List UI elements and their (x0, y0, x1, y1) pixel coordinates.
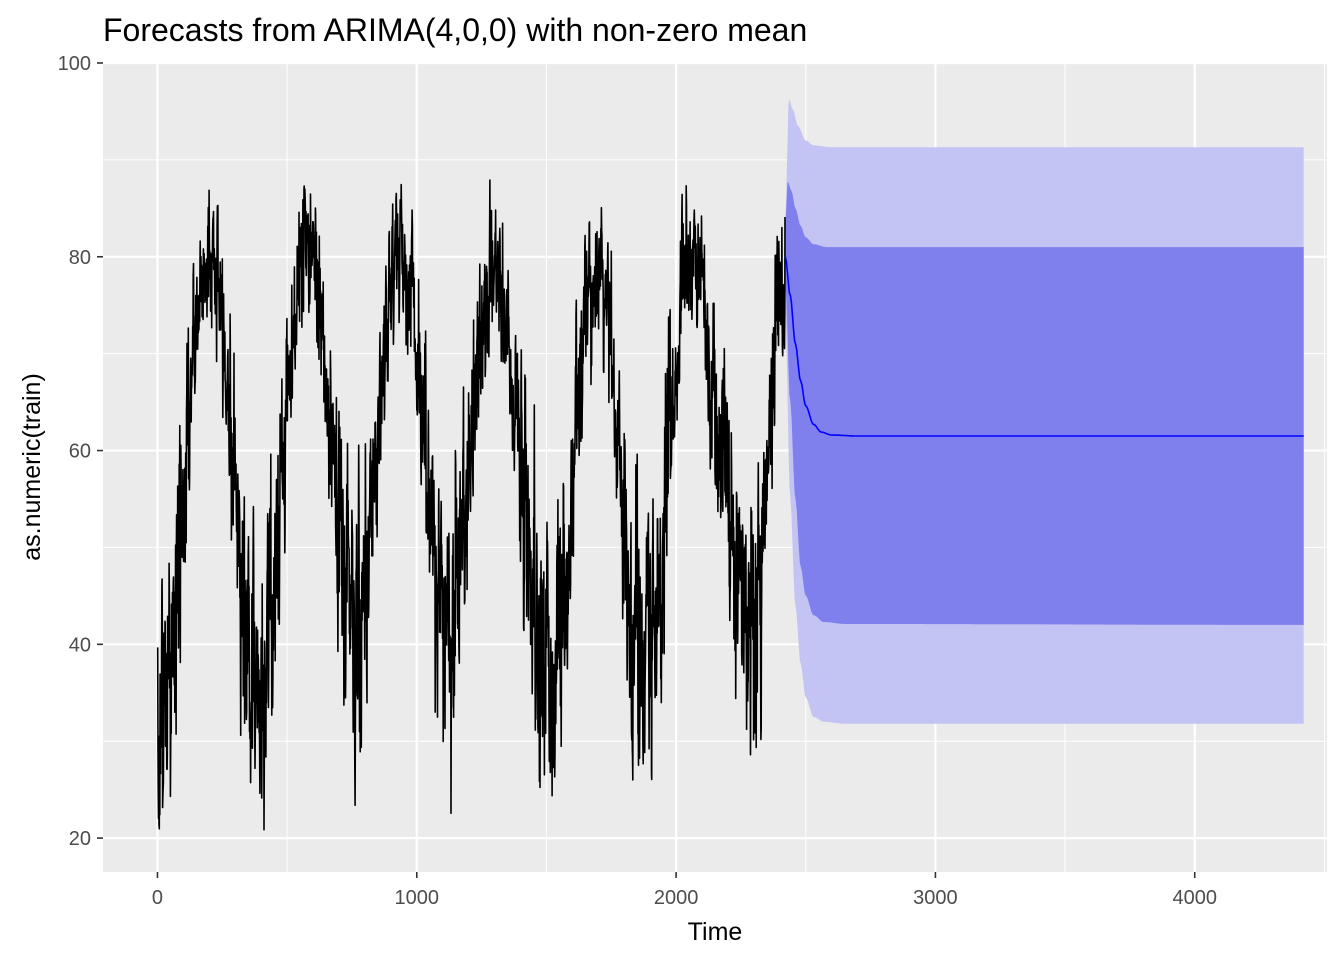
y-axis: 20 40 60 80 100 (58, 53, 103, 850)
forecast-mean-line (784, 256, 1304, 437)
x-tick-label: 0 (152, 887, 163, 909)
x-tick-label: 1000 (395, 887, 440, 909)
interval-80-band (785, 182, 1304, 625)
y-axis-title: as.numeric(train) (18, 373, 46, 561)
history-series-line (156, 179, 786, 831)
x-axis-title: Time (688, 918, 743, 946)
x-tick-label: 4000 (1172, 887, 1217, 909)
y-tick-label: 40 (69, 634, 91, 656)
series-lines (156, 179, 1304, 831)
y-tick-label: 60 (69, 441, 91, 463)
x-tick-label: 3000 (913, 887, 958, 909)
y-tick-label: 20 (69, 828, 91, 850)
y-tick-label: 100 (58, 53, 91, 75)
prediction-intervals (785, 99, 1304, 724)
x-axis: 0 1000 2000 3000 4000 (152, 872, 1217, 909)
chart-title: Forecasts from ARIMA(4,0,0) with non-zer… (103, 12, 807, 48)
y-tick-label: 80 (69, 247, 91, 269)
x-tick-label: 2000 (654, 887, 699, 909)
